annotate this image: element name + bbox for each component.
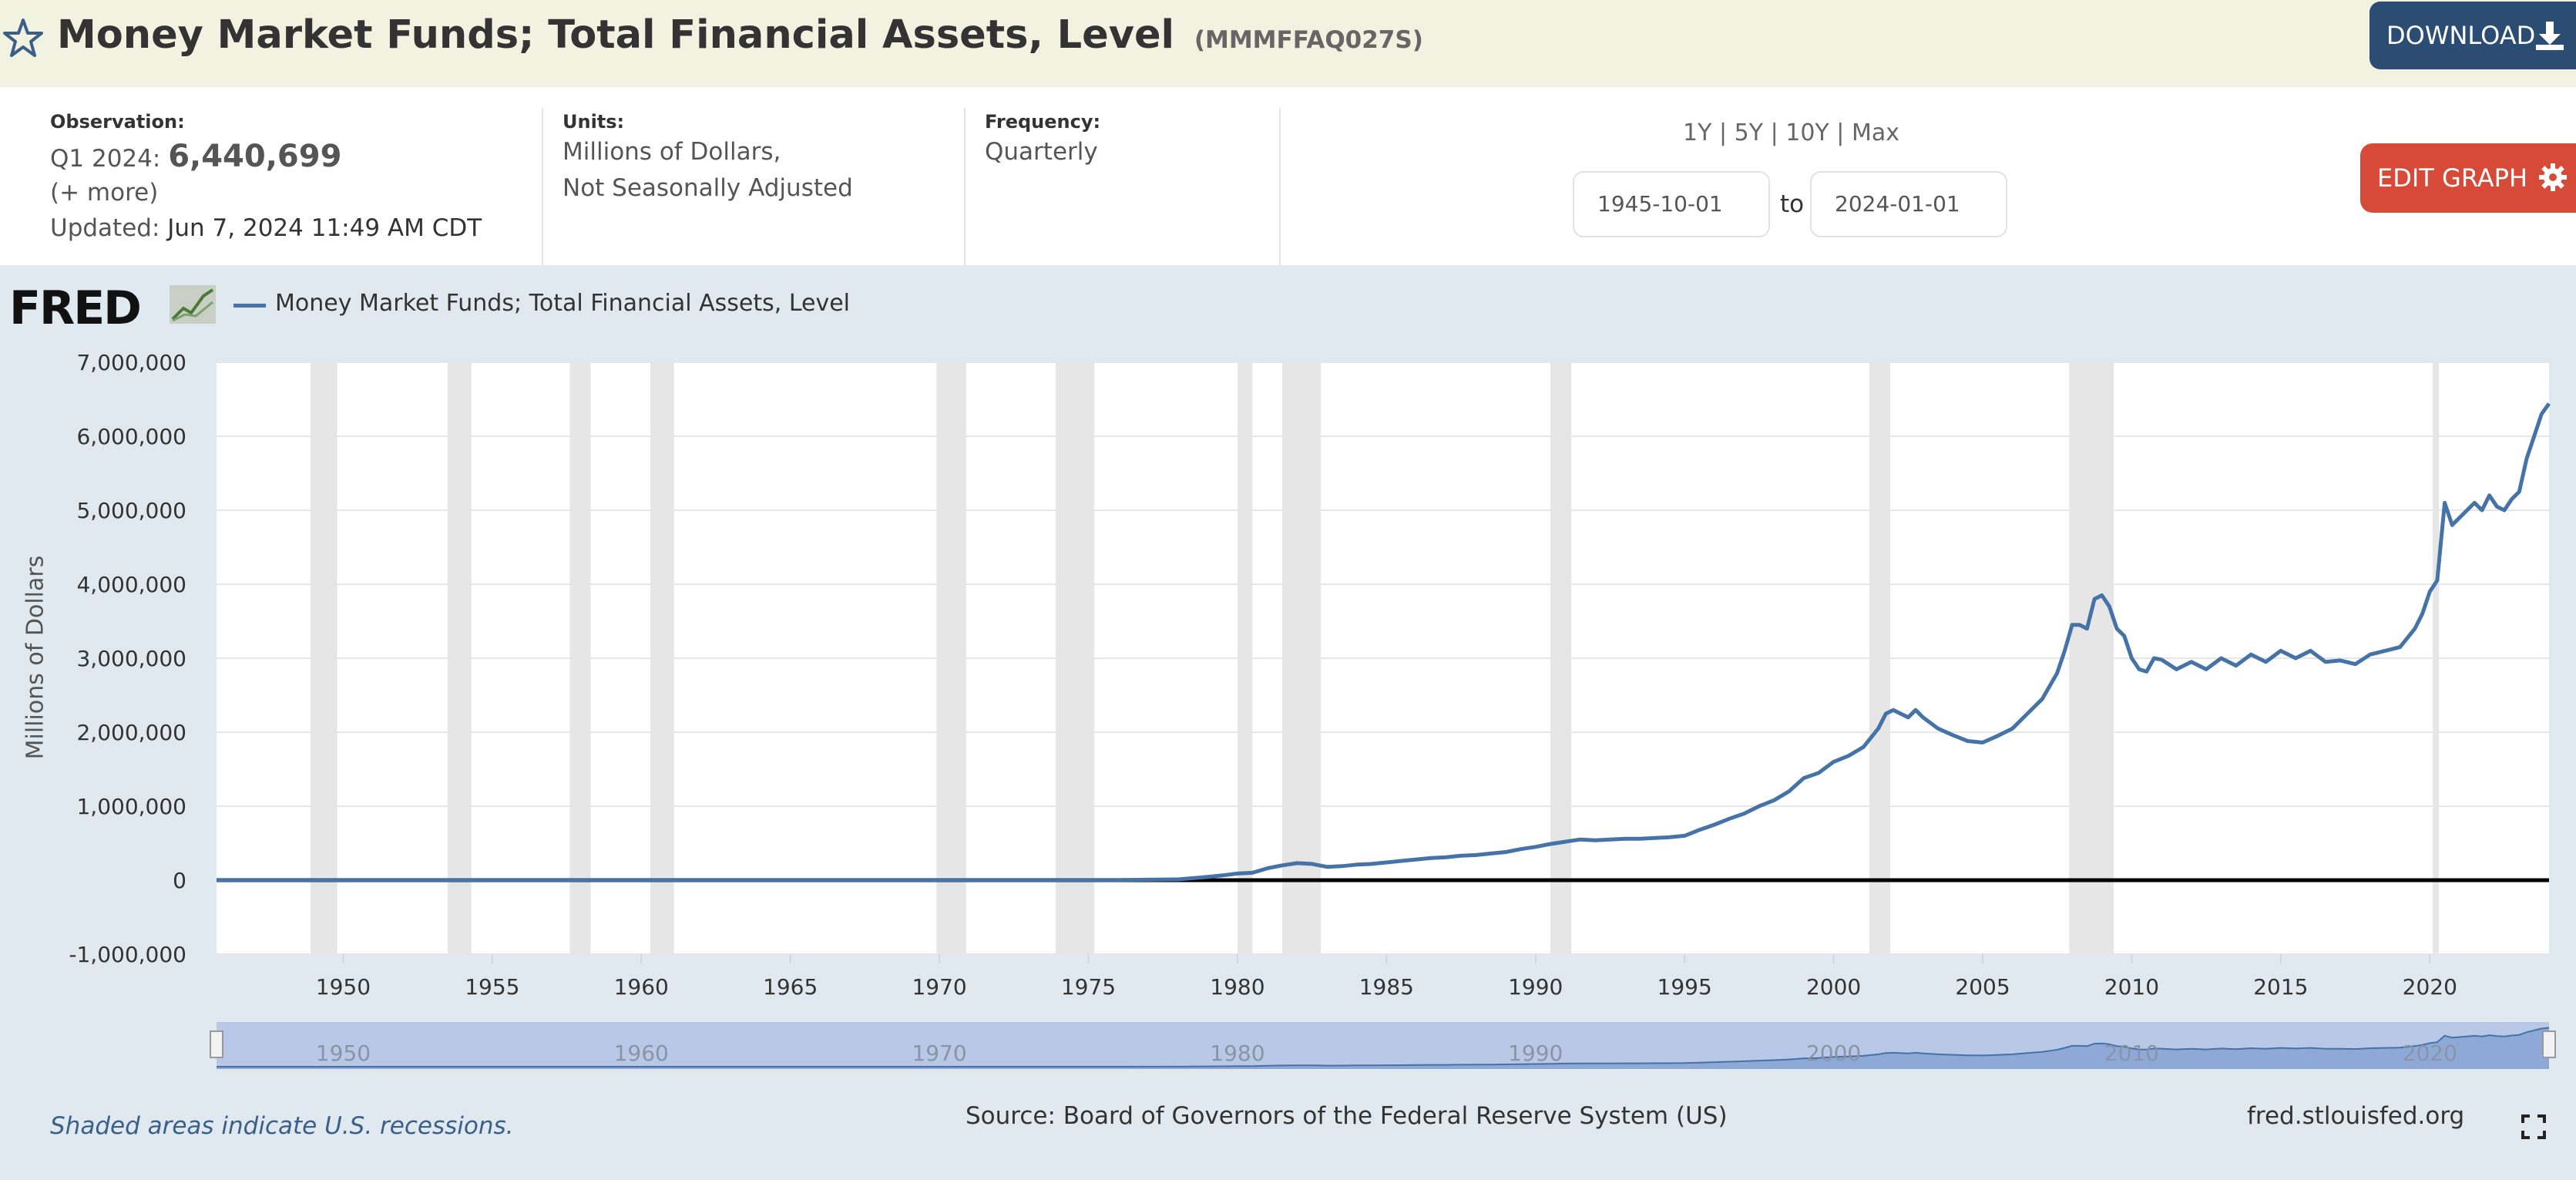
download-button[interactable]: DOWNLOAD <box>2369 2 2576 69</box>
updated-value: Jun 7, 2024 11:49 AM CDT <box>167 214 482 242</box>
series-line[interactable] <box>217 402 2551 882</box>
x-tick-label: 1980 <box>1210 974 1264 1000</box>
range-max[interactable]: Max <box>1851 119 1899 146</box>
range-5y[interactable]: 5Y <box>1734 119 1764 146</box>
observation-value: Q1 2024: 6,440,699 <box>50 139 341 177</box>
navigator-tick-label: 1960 <box>614 1040 669 1066</box>
observation-number: 6,440,699 <box>168 139 342 174</box>
divider <box>542 108 543 265</box>
series-title: Money Market Funds; Total Financial Asse… <box>57 12 1175 58</box>
units-label: Units: <box>563 111 625 133</box>
observation-period: Q1 2024: <box>50 145 161 173</box>
end-date-input[interactable]: 2024-01-01 <box>1810 171 2007 237</box>
range-separator: | <box>1770 119 1778 146</box>
gear-icon <box>2539 163 2567 191</box>
frequency-value: Quarterly <box>985 138 1098 166</box>
star-icon[interactable] <box>0 15 46 62</box>
navigator-tick-label: 1980 <box>1210 1040 1264 1066</box>
y-tick-label: 0 <box>173 868 186 893</box>
info-panel <box>0 87 2576 265</box>
download-icon <box>2536 22 2564 50</box>
more-link[interactable]: (+ more) <box>50 179 159 207</box>
navigator-tick-label: 1950 <box>316 1040 371 1066</box>
range-separator: | <box>1718 119 1728 146</box>
x-tick-label: 1985 <box>1359 974 1414 1000</box>
recession-note: Shaded areas indicate U.S. recessions. <box>50 1112 514 1140</box>
x-tick-label: 1965 <box>763 974 818 1000</box>
navigator-area <box>217 1027 2549 1069</box>
x-tick-label: 2010 <box>2104 974 2159 1000</box>
x-tick-label: 2015 <box>2253 974 2308 1000</box>
series-id: (MMMFFAQ027S) <box>1194 26 1423 54</box>
chart-icon <box>170 285 216 324</box>
divider <box>964 108 966 265</box>
navigator-tick-label: 1990 <box>1508 1040 1563 1066</box>
y-tick-label: 6,000,000 <box>76 424 186 449</box>
fred-logo[interactable]: FRED <box>9 281 142 335</box>
x-tick-label: 2020 <box>2403 974 2457 1000</box>
range-1y[interactable]: 1Y <box>1683 119 1712 146</box>
start-date-input[interactable]: 1945-10-01 <box>1573 171 1770 237</box>
y-tick-label: 7,000,000 <box>76 350 186 375</box>
source-credit: Source: Board of Governors of the Federa… <box>966 1102 1728 1130</box>
units-line2: Not Seasonally Adjusted <box>563 174 853 202</box>
x-tick-label: 1975 <box>1061 974 1116 1000</box>
site-link[interactable]: fred.stlouisfed.org <box>2247 1102 2465 1130</box>
navigator-handle[interactable] <box>210 1030 223 1058</box>
updated-label: Updated: <box>50 214 160 242</box>
navigator-tick-label: 2000 <box>1806 1040 1861 1066</box>
y-tick-label: 3,000,000 <box>76 646 186 671</box>
edit-graph-label: EDIT GRAPH <box>2377 163 2527 193</box>
navigator-handle[interactable] <box>2542 1030 2556 1058</box>
y-tick-label: -1,000,000 <box>69 942 186 967</box>
fullscreen-icon[interactable] <box>2521 1114 2546 1139</box>
x-tick-label: 1955 <box>465 974 519 1000</box>
edit-graph-button[interactable]: EDIT GRAPH <box>2360 143 2576 213</box>
x-tick-label: 2000 <box>1806 974 1861 1000</box>
navigator-tick-label: 1970 <box>912 1040 966 1066</box>
y-tick-label: 5,000,000 <box>76 498 186 523</box>
legend-label: Money Market Funds; Total Financial Asse… <box>275 290 851 317</box>
navigator-line <box>217 1027 2550 1067</box>
divider <box>1279 108 1281 265</box>
frequency-label: Frequency: <box>985 111 1101 133</box>
download-label: DOWNLOAD <box>2386 21 2536 50</box>
observation-label: Observation: <box>50 111 185 133</box>
to-label: to <box>1780 190 1805 218</box>
y-tick-label: 2,000,000 <box>76 720 186 745</box>
y-tick-label: 1,000,000 <box>76 794 186 819</box>
x-tick-label: 1970 <box>912 974 966 1000</box>
range-10y[interactable]: 10Y <box>1785 119 1829 146</box>
x-tick-label: 1950 <box>316 974 371 1000</box>
page-title: Money Market Funds; Total Financial Asse… <box>57 12 1423 58</box>
header-bar: Money Market Funds; Total Financial Asse… <box>0 0 2576 87</box>
range-separator: | <box>1836 119 1845 146</box>
range-selector: 1Y | 5Y | 10Y | Max <box>1683 119 1899 146</box>
x-tick-label: 1960 <box>614 974 669 1000</box>
updated-info: Updated: Jun 7, 2024 11:49 AM CDT <box>50 210 482 247</box>
x-tick-label: 2005 <box>1955 974 2010 1000</box>
units-line1: Millions of Dollars, <box>563 138 781 166</box>
navigator-tick-label: 2010 <box>2104 1040 2159 1066</box>
x-tick-label: 1995 <box>1657 974 1712 1000</box>
navigator-tick-label: 2020 <box>2403 1040 2457 1066</box>
legend-swatch <box>233 304 266 308</box>
y-tick-label: 4,000,000 <box>76 572 186 597</box>
x-tick-label: 1990 <box>1508 974 1563 1000</box>
